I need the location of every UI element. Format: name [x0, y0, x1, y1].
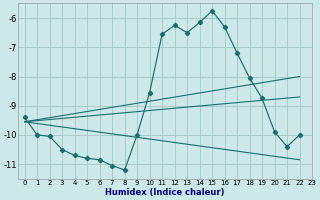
X-axis label: Humidex (Indice chaleur): Humidex (Indice chaleur)	[106, 188, 225, 197]
